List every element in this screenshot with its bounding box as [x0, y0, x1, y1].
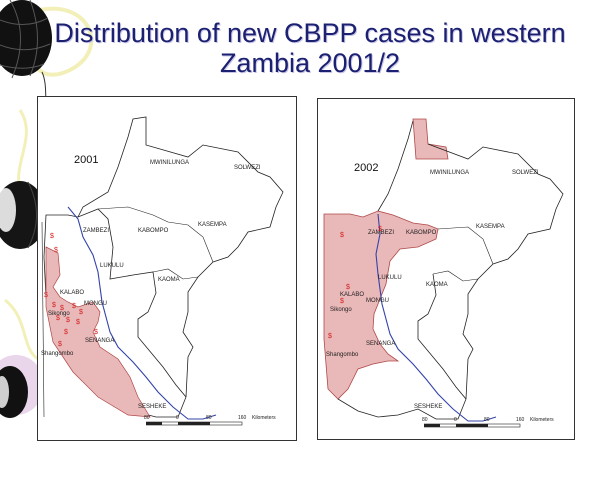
affected-area-2002 — [323, 210, 439, 400]
place-mongu: MONGU — [84, 301, 107, 307]
place-kaoma: KAOMA — [426, 282, 448, 288]
district-boundary — [152, 268, 199, 280]
case-symbol: $ — [44, 292, 48, 299]
scale-label-3: 160 — [238, 415, 247, 421]
zambezi-river — [375, 213, 497, 422]
black-balloon-decoration — [0, 181, 46, 249]
map-year-label: 2001 — [74, 154, 99, 166]
northern-boundary — [77, 116, 284, 398]
slide-title: Distribution of new CBPP cases in wester… — [30, 18, 590, 78]
case-symbol: $ — [50, 233, 54, 240]
zambezi-river — [67, 206, 217, 420]
map-panel-2001: 2001 MWINILUNGA SOLWEZI ZAMBEZI KABOMPO … — [37, 96, 297, 441]
place-kalabo: KALABO — [60, 290, 85, 296]
western-border — [41, 221, 45, 418]
title-line-2: Zambia 2001/2 — [219, 48, 401, 78]
scale-label-1: 0 — [454, 417, 457, 423]
place-zambezi: ZAMBEZI — [368, 230, 395, 236]
place-kalabo: KALABO — [340, 292, 365, 298]
place-mwinilunga: MWINILUNGA — [150, 160, 189, 166]
place-sikongo: Sikongo — [330, 307, 352, 313]
map-year-label: 2002 — [354, 162, 379, 174]
scale-label-2: 80 — [484, 417, 490, 423]
scale-label-0: 80 — [144, 415, 150, 421]
case-symbol: $ — [79, 309, 83, 316]
place-shangombo: Shangombo — [326, 352, 359, 358]
scale-label-1: 0 — [176, 415, 179, 421]
case-symbol: $ — [328, 333, 332, 340]
case-symbol: $ — [60, 305, 64, 312]
affected-area-north — [412, 118, 449, 160]
place-zambezi: ZAMBEZI — [83, 228, 110, 234]
place-shangombo: Shangombo — [41, 351, 74, 357]
place-lukulu: LUKULU — [100, 263, 124, 269]
scale-bar — [146, 421, 243, 426]
swirl-decoration — [4, 298, 41, 362]
scale-bar — [424, 423, 521, 428]
scale-unit: Kilometers — [252, 415, 276, 421]
case-symbol: $ — [66, 317, 70, 324]
case-symbol: $ — [72, 303, 76, 310]
place-mongu: MONGU — [366, 298, 389, 304]
district-boundary — [97, 206, 214, 263]
case-symbol: $ — [76, 319, 80, 326]
place-kasempa: KASEMPA — [476, 224, 505, 230]
case-symbol: $ — [94, 329, 98, 336]
case-symbol: $ — [58, 341, 62, 348]
map-2002-graphic — [323, 118, 564, 422]
district-boundary — [432, 226, 494, 282]
place-sesheke: SESHEKE — [414, 404, 443, 410]
place-senanga: SENANGA — [366, 341, 396, 347]
map-2001-graphic — [41, 116, 284, 420]
case-symbol: $ — [340, 298, 344, 305]
scale-label-0: 80 — [422, 417, 428, 423]
title-line-1: Distribution of new CBPP cases in wester… — [54, 18, 566, 48]
case-symbol: $ — [64, 329, 68, 336]
scale-label-3: 160 — [516, 417, 525, 423]
map-panel-2002: 2002 MWINILUNGA SOLWEZI ZAMBEZI KABOMPO … — [317, 98, 575, 440]
case-symbol: $ — [52, 302, 56, 309]
place-lukulu: LUKULU — [378, 275, 402, 281]
place-mwinilunga: MWINILUNGA — [430, 170, 469, 176]
case-symbol: $ — [340, 232, 344, 239]
scale-label-2: 80 — [206, 415, 212, 421]
case-symbol: $ — [56, 315, 60, 322]
case-symbol: $ — [54, 247, 58, 254]
case-symbol: $ — [378, 226, 382, 233]
place-kaoma: KAOMA — [158, 277, 180, 283]
place-kabompo: KABOMPO — [406, 230, 437, 236]
place-solwezi: SOLWEZI — [234, 165, 261, 171]
place-solwezi: SOLWEZI — [512, 170, 539, 176]
place-kabompo: KABOMPO — [138, 228, 169, 234]
scale-unit: Kilometers — [530, 417, 554, 423]
affected-area-2001 — [45, 246, 151, 418]
place-senanga: SENANGA — [85, 338, 115, 344]
place-sikongo: Sikongo — [48, 311, 70, 317]
place-sesheke: SESHEKE — [138, 404, 167, 410]
pink-balloon-decoration — [0, 355, 44, 418]
case-symbol: $ — [346, 284, 350, 291]
northern-boundary — [377, 120, 564, 400]
place-kasempa: KASEMPA — [198, 222, 227, 228]
